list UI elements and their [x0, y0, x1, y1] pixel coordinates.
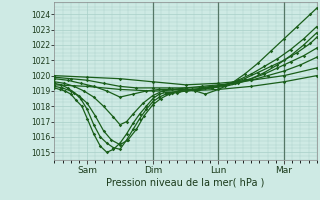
X-axis label: Pression niveau de la mer( hPa ): Pression niveau de la mer( hPa ): [107, 177, 265, 187]
